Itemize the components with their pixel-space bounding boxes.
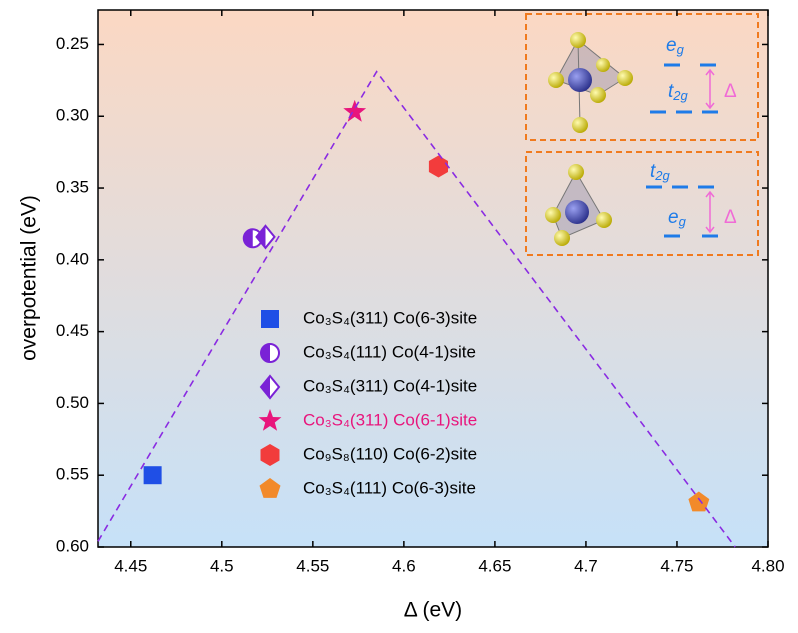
marker-part bbox=[259, 478, 281, 498]
annotation-sub: 2g bbox=[654, 168, 670, 183]
legend-label: Co₃S₄(311) Co(4-1)site bbox=[303, 376, 477, 395]
legend-label: Co₃S₄(111) Co(6-3)site bbox=[303, 478, 476, 497]
legend-marker bbox=[260, 343, 280, 363]
marker bbox=[688, 491, 710, 512]
annotation: t2g bbox=[668, 81, 689, 103]
y-tick-label: 0.55 bbox=[56, 465, 89, 484]
annotation: t2g bbox=[650, 161, 671, 183]
marker bbox=[143, 466, 162, 485]
marker-part bbox=[143, 466, 162, 485]
x-tick-label: 4.6 bbox=[392, 556, 416, 575]
legend-marker bbox=[261, 310, 279, 328]
legend-label: Co₃S₄(111) Co(4-1)site bbox=[303, 342, 476, 361]
x-tick-label: 4.45 bbox=[114, 556, 147, 575]
y-axis-label: overpotential (eV) bbox=[18, 195, 41, 361]
annotation: Δ bbox=[724, 81, 737, 102]
marker-part bbox=[243, 229, 253, 248]
legend-marker bbox=[259, 478, 281, 498]
marker-part bbox=[261, 344, 270, 362]
x-tick-label: 4.80 bbox=[751, 556, 784, 575]
annotation-sub: g bbox=[679, 214, 687, 229]
marker bbox=[343, 99, 367, 122]
marker-part bbox=[261, 310, 279, 328]
y-tick-label: 0.45 bbox=[56, 321, 89, 340]
y-tick-label: 0.35 bbox=[56, 178, 89, 197]
annotation: eg bbox=[666, 35, 685, 57]
annotation-base: e bbox=[666, 35, 677, 56]
legend-label: Co₉S₈(110) Co(6-2)site bbox=[303, 444, 477, 463]
annotation-base: t bbox=[668, 81, 674, 102]
trend-line bbox=[97, 70, 736, 548]
x-tick-label: 4.65 bbox=[478, 556, 511, 575]
x-tick-label: 4.75 bbox=[660, 556, 693, 575]
x-tick-label: 4.55 bbox=[296, 556, 329, 575]
legend-label: Co₃S₄(311) Co(6-3)site bbox=[303, 308, 477, 327]
y-tick-label: 0.40 bbox=[56, 249, 89, 268]
legend-marker bbox=[260, 444, 280, 466]
marker bbox=[428, 155, 448, 178]
marker-part bbox=[256, 225, 266, 248]
annotation: eg bbox=[668, 207, 687, 229]
y-tick-label: 0.25 bbox=[56, 34, 89, 53]
annotation: Δ bbox=[724, 207, 737, 228]
inset-octahedral bbox=[525, 13, 759, 141]
annotation-sub: g bbox=[677, 42, 685, 57]
y-tick-label: 0.50 bbox=[56, 393, 89, 412]
y-tick-label: 0.30 bbox=[56, 106, 89, 125]
marker-part bbox=[343, 99, 367, 122]
marker bbox=[242, 228, 263, 249]
marker bbox=[255, 224, 276, 250]
marker-part bbox=[428, 155, 448, 178]
legend-marker bbox=[259, 374, 281, 400]
legend-label: Co₃S₄(311) Co(6-1)site bbox=[303, 410, 477, 429]
y-tick-label: 0.60 bbox=[56, 536, 89, 555]
x-axis-label: Δ (eV) bbox=[404, 599, 462, 622]
marker-part bbox=[258, 409, 282, 431]
plot-background bbox=[98, 10, 768, 547]
annotation-base: e bbox=[668, 207, 679, 228]
marker-part bbox=[261, 376, 270, 398]
plot-frame bbox=[97, 9, 769, 548]
inset-tetrahedral bbox=[525, 151, 759, 256]
annotation-base: t bbox=[650, 161, 656, 182]
annotation-sub: 2g bbox=[672, 88, 688, 103]
marker-part bbox=[260, 444, 280, 466]
marker-part bbox=[688, 491, 710, 512]
x-tick-label: 4.5 bbox=[210, 556, 234, 575]
x-tick-label: 4.7 bbox=[574, 556, 598, 575]
legend-marker bbox=[258, 409, 282, 431]
